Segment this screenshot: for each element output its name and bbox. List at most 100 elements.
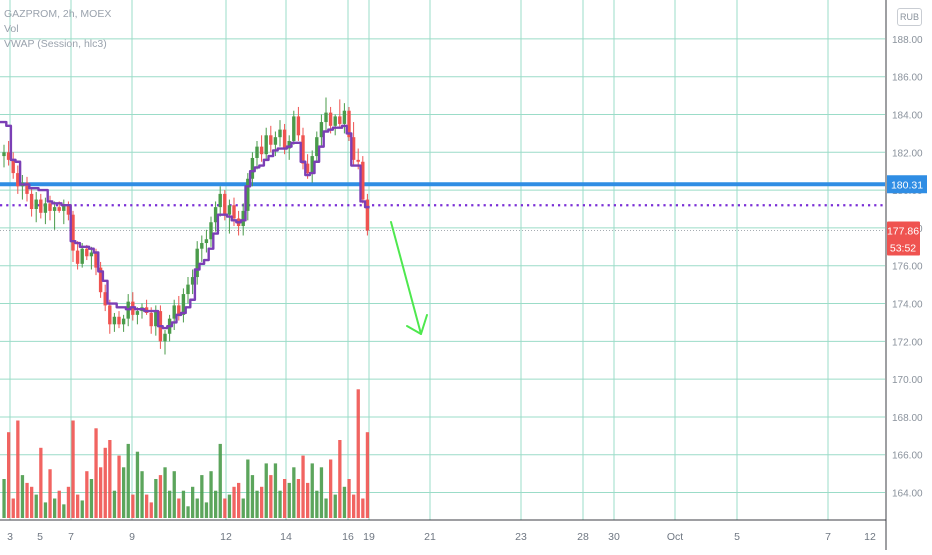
candle-body[interactable] bbox=[324, 112, 328, 123]
candle-body[interactable] bbox=[80, 248, 84, 264]
volume-bar bbox=[30, 486, 34, 518]
volume-bar bbox=[48, 469, 52, 518]
candle-body[interactable] bbox=[98, 267, 103, 293]
candle-body[interactable] bbox=[241, 210, 245, 227]
candle-body[interactable] bbox=[177, 305, 181, 315]
candle-body[interactable] bbox=[296, 116, 301, 136]
volume-bar bbox=[135, 451, 140, 518]
candle-body[interactable] bbox=[356, 159, 360, 162]
x-tick-label: 16 bbox=[342, 531, 354, 543]
candle-body[interactable] bbox=[85, 248, 89, 257]
candle-body[interactable] bbox=[269, 135, 273, 145]
candle-body[interactable] bbox=[121, 318, 126, 325]
candle-body[interactable] bbox=[273, 137, 278, 145]
candle-body[interactable] bbox=[135, 311, 140, 315]
candle-body[interactable] bbox=[213, 207, 218, 223]
candle-body[interactable] bbox=[103, 292, 107, 306]
candle-body[interactable] bbox=[204, 239, 209, 244]
last-price-badge[interactable]: 177.86 53:52 bbox=[887, 221, 920, 256]
candle-body[interactable] bbox=[365, 199, 370, 231]
legend-vwap[interactable]: VWAP (Session, hlc3) bbox=[4, 38, 107, 50]
candle-body[interactable] bbox=[319, 122, 324, 138]
currency-badge[interactable]: RUB bbox=[897, 8, 922, 26]
volume-bar bbox=[232, 486, 236, 518]
candle-body[interactable] bbox=[209, 222, 213, 240]
volume-bar bbox=[260, 486, 264, 518]
candle-body[interactable] bbox=[190, 277, 195, 285]
legend-volume[interactable]: Vol bbox=[4, 23, 19, 35]
legend-symbol[interactable]: GAZPROM, 2h, MOEX bbox=[4, 8, 112, 20]
candle-body[interactable] bbox=[223, 193, 227, 215]
candle-body[interactable] bbox=[154, 311, 158, 327]
candle-body[interactable] bbox=[16, 173, 20, 187]
x-tick-label: 7 bbox=[68, 531, 74, 543]
candle-body[interactable] bbox=[25, 182, 29, 194]
volume-bar bbox=[20, 475, 25, 518]
candle-body[interactable] bbox=[250, 157, 255, 179]
candle-body[interactable] bbox=[282, 129, 287, 149]
candle-body[interactable] bbox=[2, 152, 6, 157]
candle-body[interactable] bbox=[200, 243, 204, 249]
support-price-badge[interactable]: 180.31 bbox=[887, 175, 927, 194]
candle-body[interactable] bbox=[43, 203, 48, 213]
candle-body[interactable] bbox=[232, 205, 236, 219]
candle-body[interactable] bbox=[11, 159, 15, 174]
trend-arrow[interactable] bbox=[390, 221, 422, 335]
candle-body[interactable] bbox=[57, 207, 61, 211]
volume-bar bbox=[324, 498, 328, 518]
candle-body[interactable] bbox=[186, 284, 190, 295]
candle-body[interactable] bbox=[117, 316, 121, 325]
volume-bar bbox=[158, 475, 163, 518]
candle-body[interactable] bbox=[75, 250, 80, 264]
candle-body[interactable] bbox=[112, 316, 117, 325]
candle-body[interactable] bbox=[227, 205, 232, 215]
countdown-label: 53:52 bbox=[890, 243, 916, 255]
candle-body[interactable] bbox=[149, 312, 153, 327]
candle-body[interactable] bbox=[52, 207, 57, 211]
candle-body[interactable] bbox=[333, 116, 337, 126]
candle-body[interactable] bbox=[315, 137, 319, 157]
candle-body[interactable] bbox=[361, 161, 365, 200]
trend-arrow-head[interactable] bbox=[406, 314, 428, 335]
candle-body[interactable] bbox=[29, 193, 34, 210]
candle-body[interactable] bbox=[328, 112, 333, 126]
candle-body[interactable] bbox=[6, 152, 11, 160]
candle-body[interactable] bbox=[218, 193, 222, 208]
vwap-line[interactable] bbox=[0, 120, 370, 330]
candle-body[interactable] bbox=[181, 294, 186, 315]
candle-body[interactable] bbox=[34, 199, 38, 210]
candle-body[interactable] bbox=[264, 135, 268, 155]
candle-body[interactable] bbox=[71, 214, 75, 251]
volume-bar bbox=[2, 479, 6, 518]
candle-body[interactable] bbox=[66, 205, 71, 215]
candle-body[interactable] bbox=[255, 146, 259, 158]
candle-body[interactable] bbox=[62, 205, 66, 211]
volume-bar bbox=[278, 490, 282, 518]
last-badge-bg bbox=[887, 221, 920, 256]
candle-body[interactable] bbox=[246, 178, 250, 211]
candle-body[interactable] bbox=[259, 146, 264, 155]
candle-body[interactable] bbox=[338, 116, 342, 124]
candle-body[interactable] bbox=[278, 129, 282, 138]
candle-body[interactable] bbox=[287, 140, 291, 149]
candle-body[interactable] bbox=[301, 135, 305, 164]
candle-body[interactable] bbox=[94, 252, 98, 268]
candle-body[interactable] bbox=[342, 110, 347, 124]
candle-body[interactable] bbox=[108, 305, 112, 325]
volume-bar bbox=[356, 389, 360, 518]
candle-body[interactable] bbox=[292, 116, 296, 141]
candle-body[interactable] bbox=[347, 110, 351, 138]
candle-body[interactable] bbox=[39, 199, 43, 213]
candle-body[interactable] bbox=[163, 333, 167, 342]
x-tick-label: 14 bbox=[280, 531, 292, 543]
candle-body[interactable] bbox=[172, 305, 176, 319]
candle-body[interactable] bbox=[305, 163, 310, 174]
candle-body[interactable] bbox=[195, 248, 199, 278]
candle-body[interactable] bbox=[48, 203, 52, 211]
candle-body[interactable] bbox=[351, 137, 356, 160]
candle-body[interactable] bbox=[310, 156, 314, 174]
volume-bar bbox=[296, 479, 301, 518]
candle-body[interactable] bbox=[89, 252, 94, 257]
